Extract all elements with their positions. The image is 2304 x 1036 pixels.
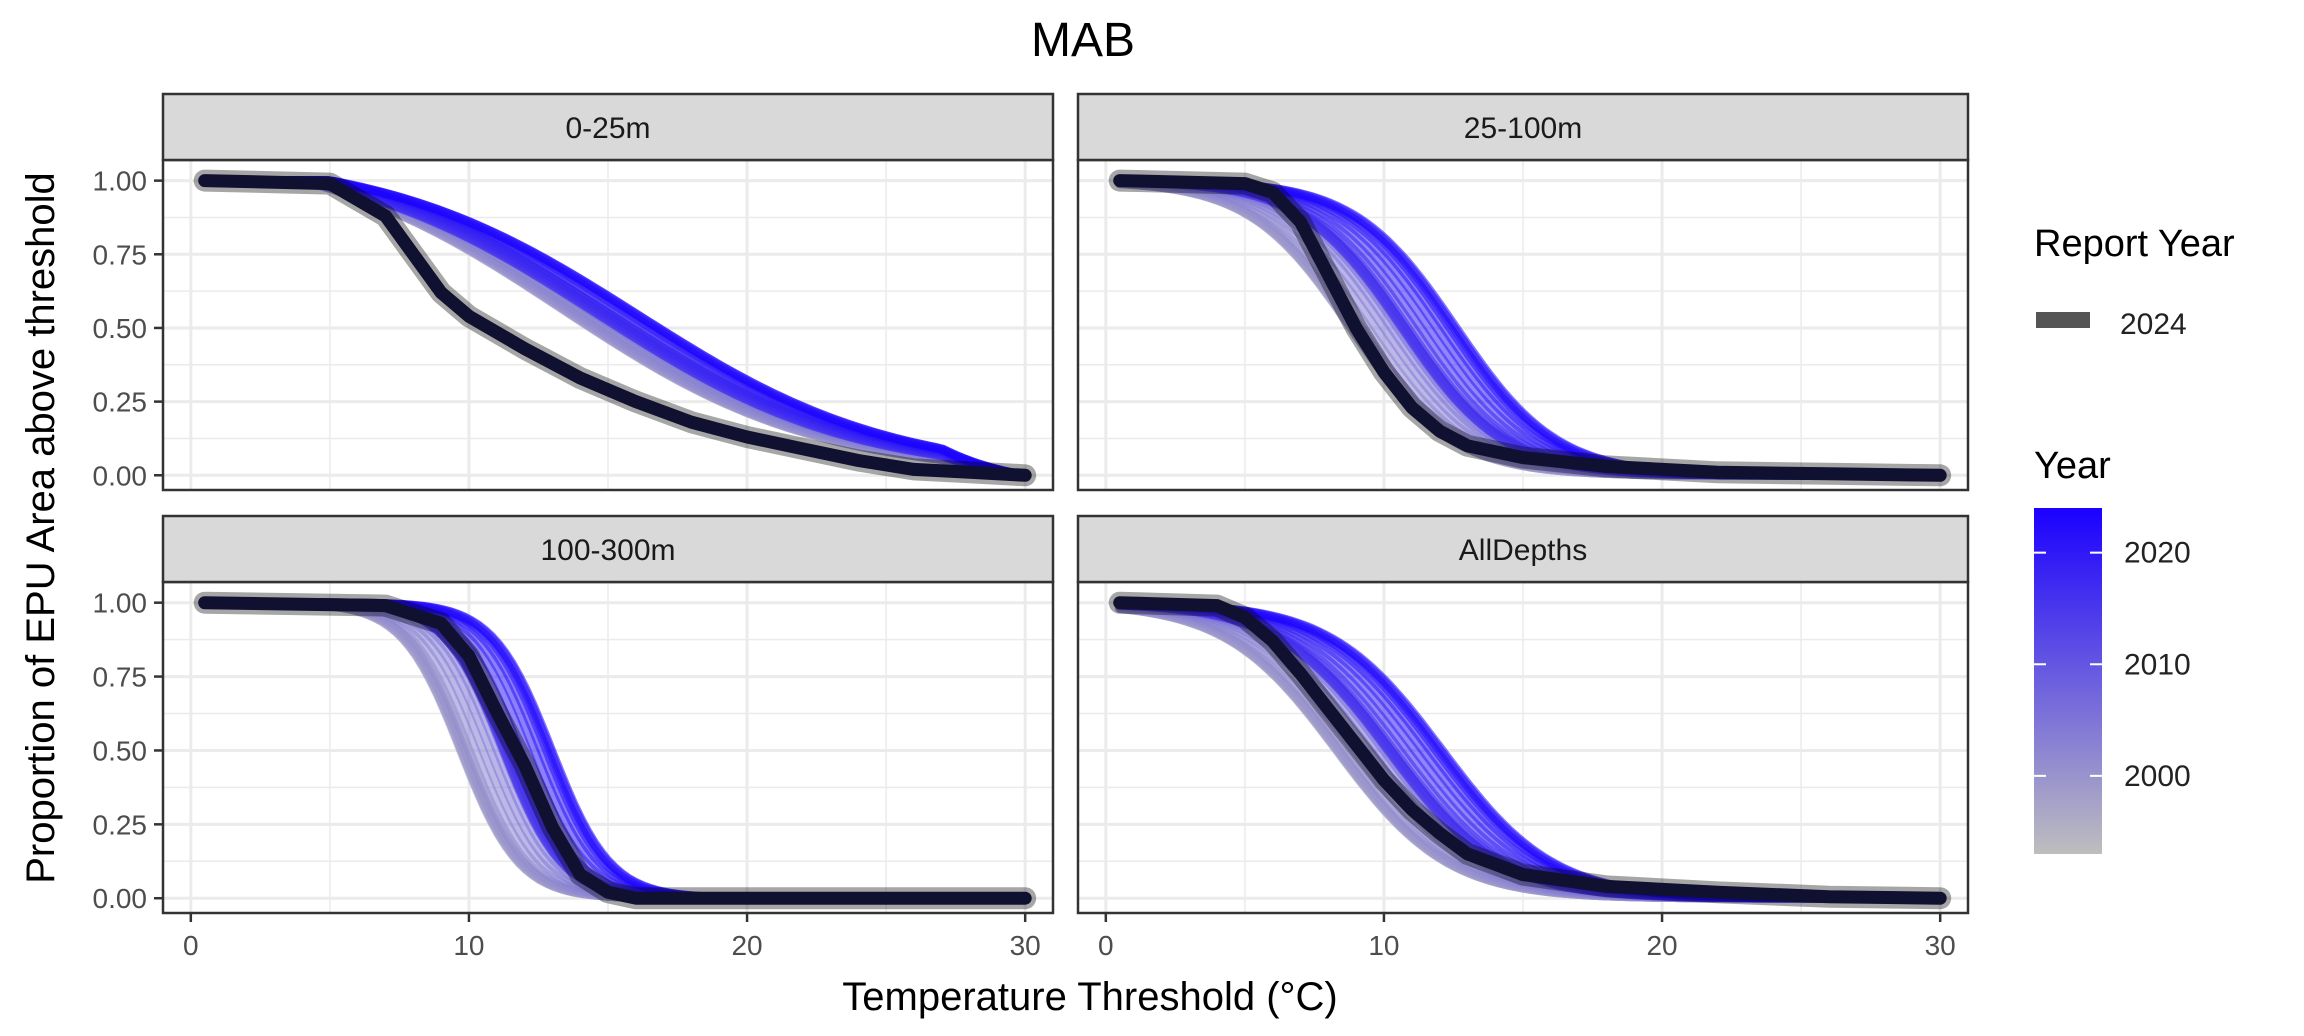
colorbar-tick-label: 2000	[2124, 760, 2191, 793]
facet-panel-AllDepths: AllDepths 0 10 20 30	[1076, 514, 1970, 961]
y-tick-label: 0.50	[93, 735, 148, 766]
y-axis-title: Proportion of EPU Area above threshold	[19, 172, 63, 884]
colorbar-tick-label: 2020	[2124, 537, 2191, 570]
y-tick-label: 0.00	[93, 460, 148, 491]
x-tick-label: 10	[453, 930, 484, 961]
facet-strip	[1076, 92, 1970, 162]
x-tick-label: 0	[183, 930, 199, 961]
y-tick-label: 0.75	[93, 239, 148, 270]
legend: Report Year 2024 Year 2020 2010 2000	[2034, 223, 2235, 854]
x-tick-label: 0	[1098, 930, 1114, 961]
y-tick-label: 0.25	[93, 809, 148, 840]
colorbar-tick-label: 2010	[2124, 648, 2191, 681]
chart-title: MAB	[1031, 14, 1135, 67]
year-series-group	[1108, 169, 1952, 487]
report-year-line-2024	[198, 174, 1032, 482]
year-series-group	[1108, 591, 1952, 910]
legend-report-year-title: Report Year	[2034, 223, 2235, 265]
y-tick-label: 1.00	[93, 588, 148, 619]
facet-panels: 0-25m 0.00 0.25 0.50 0.75 1.00 25-100m 100-300m…	[93, 92, 1970, 961]
y-tick-label: 0.00	[93, 883, 148, 914]
y-tick-label: 1.00	[93, 166, 148, 197]
y-tick-label: 0.50	[93, 313, 148, 344]
legend-report-year-key	[2036, 312, 2090, 328]
facet-panel-100-300m: 100-300m 0.00 0.25 0.50 0.75 1.00 0 10 20 30	[93, 514, 1055, 961]
x-tick-label: 10	[1368, 930, 1399, 961]
legend-year-ticks: 2020 2010 2000	[2034, 537, 2191, 793]
report-year-line-2024	[198, 596, 1032, 905]
x-tick-label: 30	[1010, 930, 1041, 961]
report-year-line-2024	[1113, 174, 1947, 482]
facet-strip	[161, 514, 1055, 584]
legend-report-year-label: 2024	[2120, 308, 2187, 341]
legend-year-colorbar	[2034, 508, 2102, 854]
x-tick-label: 30	[1925, 930, 1956, 961]
x-tick-label: 20	[731, 930, 762, 961]
facet-strip-label: 25-100m	[1464, 112, 1582, 145]
facet-strip-label: 0-25m	[565, 112, 650, 145]
facet-strip-label: AllDepths	[1459, 534, 1587, 567]
x-axis-title: Temperature Threshold (°C)	[842, 975, 1337, 1019]
x-tick-label: 20	[1646, 930, 1677, 961]
facet-panel-25-100m: 25-100m	[1076, 92, 1970, 492]
report-year-line-2024	[1113, 596, 1947, 905]
legend-year-title: Year	[2034, 445, 2111, 487]
y-tick-label: 0.25	[93, 387, 148, 418]
facet-panel-0-25m: 0-25m 0.00 0.25 0.50 0.75 1.00	[93, 92, 1055, 491]
facet-strip-label: 100-300m	[540, 534, 675, 567]
y-tick-label: 0.75	[93, 662, 148, 693]
year-series-group	[193, 169, 1037, 487]
facet-strip	[1076, 514, 1970, 584]
facet-strip	[161, 92, 1055, 162]
year-series-group	[193, 591, 1037, 910]
